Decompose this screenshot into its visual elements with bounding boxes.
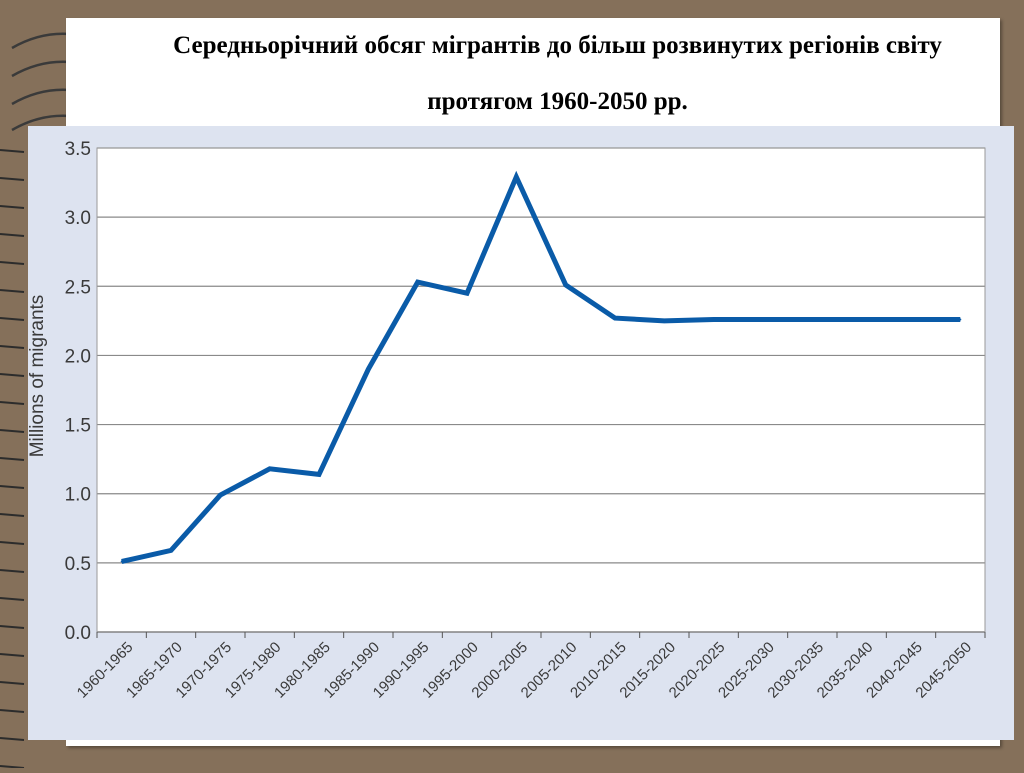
binding-mark: [0, 625, 25, 629]
series-line: [121, 170, 961, 564]
y-tick-label: 1.5: [65, 416, 91, 437]
binding-mark: [0, 709, 25, 713]
binding-mark: [0, 653, 25, 657]
data-point: [367, 368, 370, 371]
data-point: [860, 318, 863, 321]
binding-mark: [0, 485, 25, 489]
data-point: [614, 317, 616, 320]
binding-mark: [0, 149, 25, 153]
binding-mark: [0, 429, 25, 433]
data-point: [318, 473, 320, 476]
binding-mark: [0, 345, 25, 349]
data-point: [466, 292, 468, 295]
binding-mark: [0, 401, 25, 405]
binding-mark: [0, 373, 25, 377]
y-tick-label: 2.0: [65, 346, 91, 367]
data-point: [959, 318, 962, 321]
title-line-2: протягом 1960-2050 рр.: [427, 88, 688, 115]
data-point: [416, 281, 419, 284]
title-line-1: Середньорічний обсяг мігрантів до більш …: [173, 32, 942, 59]
y-tick-label: 3.5: [65, 139, 91, 160]
x-axis-ticks: 1960-19651965-19701970-19751975-19801980…: [74, 632, 986, 702]
data-point: [170, 549, 172, 552]
gridlines: [96, 147, 986, 633]
binding-mark: [0, 177, 25, 181]
binding-mark: [0, 233, 25, 237]
y-tick-label: 3.0: [65, 208, 91, 229]
slide-title: Середньорічний обсяг мігрантів до більш …: [95, 18, 1020, 130]
data-point: [219, 494, 222, 497]
binding-mark: [0, 681, 25, 685]
binding-mark: [0, 737, 25, 741]
y-axis-label: Millions of migrants: [28, 295, 48, 458]
binding-mark: [0, 261, 25, 265]
binding-mark: [0, 569, 25, 573]
binding-mark: [0, 541, 25, 545]
data-point: [268, 467, 271, 470]
data-point: [663, 319, 666, 322]
data-point: [515, 176, 518, 179]
data-point: [811, 318, 814, 321]
y-tick-label: 0.5: [65, 554, 91, 575]
data-point: [762, 318, 764, 321]
binding-mark: [0, 457, 25, 461]
y-tick-label: 2.5: [65, 277, 91, 298]
binding-mark: [0, 597, 25, 601]
binding-mark: [0, 289, 25, 293]
binding-mark: [0, 317, 25, 321]
binding-mark: [0, 205, 25, 209]
data-points: [120, 176, 962, 563]
chart-panel: 0.0 0.5 1.0 1.5 2.0 2.5 3.0 3.5 1960-1965 1965-1…: [28, 126, 1014, 740]
binding-mark: [0, 513, 25, 517]
data-point: [120, 560, 123, 563]
data-point: [564, 283, 567, 286]
y-axis-ticks: 0.0 0.5 1.0 1.5 2.0 2.5 3.0 3.5: [65, 139, 91, 644]
y-tick-label: 0.0: [65, 623, 91, 644]
data-point: [712, 318, 715, 321]
line-chart: 0.0 0.5 1.0 1.5 2.0 2.5 3.0 3.5 1960-19651965-1…: [28, 139, 986, 702]
data-point: [910, 318, 912, 321]
y-tick-label: 1.0: [65, 485, 91, 506]
plot-area: [97, 148, 985, 632]
